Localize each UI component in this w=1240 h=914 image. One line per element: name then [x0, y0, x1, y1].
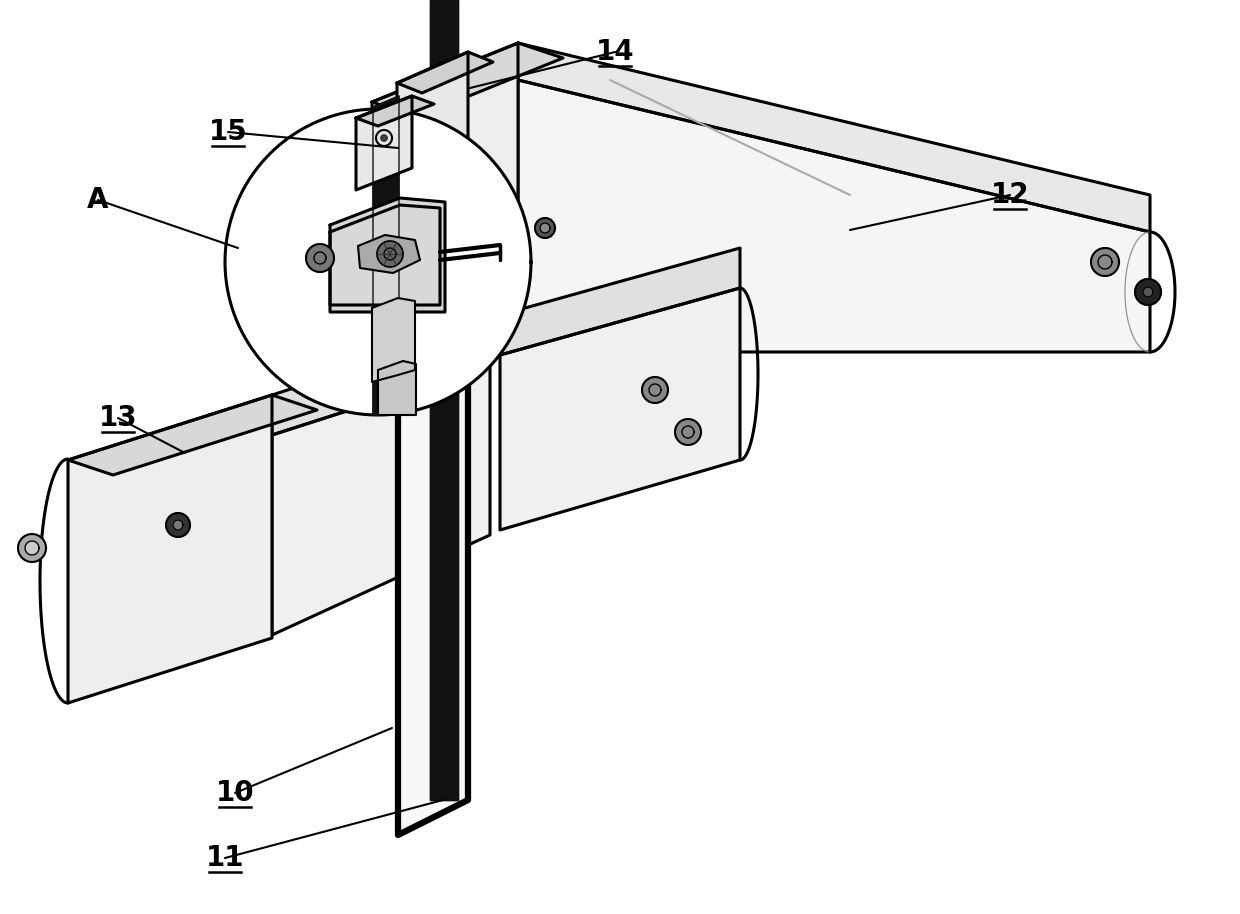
Polygon shape	[397, 52, 467, 209]
Polygon shape	[373, 96, 399, 415]
Polygon shape	[534, 218, 556, 238]
Polygon shape	[356, 96, 434, 126]
Polygon shape	[398, 263, 467, 835]
Polygon shape	[358, 235, 420, 273]
Polygon shape	[356, 96, 412, 190]
Polygon shape	[372, 43, 563, 117]
Polygon shape	[675, 419, 701, 445]
Polygon shape	[272, 325, 490, 435]
Polygon shape	[174, 520, 184, 530]
Text: A: A	[87, 186, 109, 214]
Text: 11: 11	[206, 844, 244, 872]
Polygon shape	[430, 0, 458, 800]
Polygon shape	[518, 80, 1149, 352]
Polygon shape	[429, 124, 435, 130]
Text: 10: 10	[216, 779, 254, 807]
Polygon shape	[330, 198, 445, 312]
Text: 14: 14	[595, 38, 635, 66]
Polygon shape	[539, 223, 551, 233]
Polygon shape	[500, 248, 740, 355]
Text: 13: 13	[99, 404, 138, 432]
Polygon shape	[642, 377, 668, 403]
Polygon shape	[306, 244, 334, 272]
Polygon shape	[19, 534, 46, 562]
Polygon shape	[68, 395, 317, 475]
Polygon shape	[398, 263, 494, 308]
Polygon shape	[372, 43, 518, 404]
Polygon shape	[397, 258, 467, 362]
Polygon shape	[397, 52, 494, 93]
Polygon shape	[224, 109, 531, 415]
Polygon shape	[500, 288, 740, 530]
Polygon shape	[166, 513, 190, 537]
Polygon shape	[1143, 287, 1153, 297]
Polygon shape	[381, 135, 387, 141]
Text: 15: 15	[208, 118, 247, 146]
Polygon shape	[272, 365, 490, 635]
Polygon shape	[25, 541, 38, 555]
Polygon shape	[68, 395, 272, 703]
Polygon shape	[397, 258, 494, 300]
Polygon shape	[1091, 248, 1118, 276]
Polygon shape	[372, 298, 415, 382]
Polygon shape	[1135, 279, 1161, 305]
Polygon shape	[330, 205, 440, 305]
Polygon shape	[377, 241, 403, 267]
Polygon shape	[518, 43, 1149, 232]
Text: 12: 12	[991, 181, 1029, 209]
Polygon shape	[378, 361, 415, 415]
